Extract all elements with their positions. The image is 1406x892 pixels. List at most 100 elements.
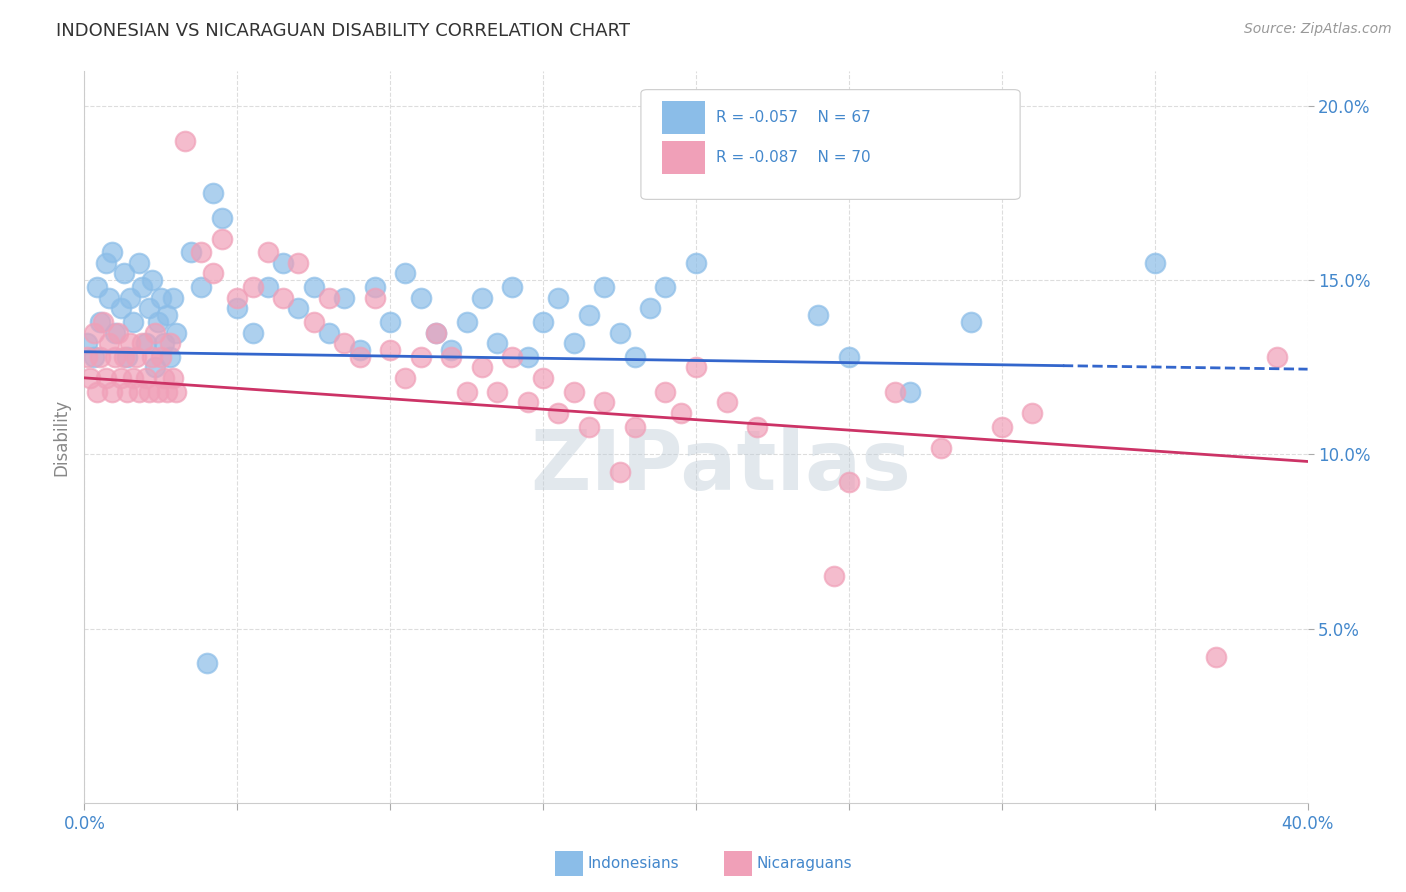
Point bbox=[271, 291, 294, 305]
Point bbox=[135, 371, 157, 385]
Point bbox=[562, 384, 585, 399]
Point bbox=[440, 350, 463, 364]
Point bbox=[138, 301, 160, 316]
Point bbox=[456, 384, 478, 399]
Text: Nicaraguans: Nicaraguans bbox=[756, 856, 852, 871]
Point bbox=[593, 280, 616, 294]
Point bbox=[104, 326, 127, 340]
Point bbox=[685, 256, 707, 270]
Point bbox=[486, 384, 509, 399]
Point bbox=[226, 291, 249, 305]
Y-axis label: Disability: Disability bbox=[52, 399, 70, 475]
Point bbox=[131, 280, 153, 294]
Point bbox=[349, 343, 371, 357]
Point bbox=[578, 308, 600, 322]
Text: R = -0.087    N = 70: R = -0.087 N = 70 bbox=[716, 150, 870, 165]
Point bbox=[425, 326, 447, 340]
Point bbox=[883, 384, 905, 399]
Point bbox=[159, 336, 181, 351]
Point bbox=[1265, 350, 1288, 364]
Point bbox=[195, 657, 218, 671]
Point bbox=[380, 343, 402, 357]
Point bbox=[125, 350, 148, 364]
Point bbox=[131, 336, 153, 351]
Point bbox=[128, 384, 150, 399]
Point bbox=[97, 336, 120, 351]
Point bbox=[409, 291, 432, 305]
Point bbox=[190, 245, 212, 260]
Point bbox=[380, 315, 402, 329]
Point bbox=[823, 569, 845, 583]
Point bbox=[149, 291, 172, 305]
Point bbox=[122, 315, 145, 329]
Point bbox=[162, 291, 184, 305]
Point bbox=[76, 350, 98, 364]
Point bbox=[898, 384, 921, 399]
Point bbox=[394, 371, 416, 385]
Point bbox=[94, 256, 117, 270]
Point bbox=[201, 266, 224, 280]
Point bbox=[120, 336, 142, 351]
Point bbox=[440, 343, 463, 357]
Point bbox=[302, 280, 325, 294]
Bar bbox=[662, 141, 704, 174]
Point bbox=[83, 326, 105, 340]
Point bbox=[180, 245, 202, 260]
Point bbox=[138, 384, 160, 399]
Point bbox=[156, 384, 179, 399]
Point bbox=[97, 291, 120, 305]
Bar bbox=[662, 101, 704, 134]
Point bbox=[115, 384, 138, 399]
Point bbox=[349, 350, 371, 364]
Point bbox=[149, 350, 172, 364]
Point bbox=[91, 315, 114, 329]
Point bbox=[89, 315, 111, 329]
Point bbox=[547, 291, 569, 305]
Point bbox=[318, 326, 340, 340]
Point bbox=[333, 291, 356, 305]
Point bbox=[638, 301, 661, 316]
Point bbox=[141, 350, 163, 364]
Point bbox=[122, 371, 145, 385]
Point bbox=[302, 315, 325, 329]
Point bbox=[456, 315, 478, 329]
Point bbox=[471, 360, 494, 375]
Point bbox=[1021, 406, 1043, 420]
Point bbox=[242, 326, 264, 340]
Point bbox=[146, 315, 169, 329]
Text: INDONESIAN VS NICARAGUAN DISABILITY CORRELATION CHART: INDONESIAN VS NICARAGUAN DISABILITY CORR… bbox=[56, 22, 630, 40]
Point bbox=[287, 256, 309, 270]
Point bbox=[257, 245, 280, 260]
Point bbox=[364, 291, 387, 305]
Point bbox=[516, 395, 538, 409]
Point bbox=[409, 350, 432, 364]
Point bbox=[287, 301, 309, 316]
Point bbox=[929, 441, 952, 455]
FancyBboxPatch shape bbox=[641, 90, 1021, 200]
Point bbox=[101, 245, 124, 260]
Point bbox=[960, 315, 983, 329]
Point bbox=[120, 291, 142, 305]
Point bbox=[128, 256, 150, 270]
Text: Source: ZipAtlas.com: Source: ZipAtlas.com bbox=[1244, 22, 1392, 37]
Point bbox=[747, 176, 769, 190]
Point bbox=[89, 350, 111, 364]
Point bbox=[165, 326, 187, 340]
Text: Indonesians: Indonesians bbox=[588, 856, 679, 871]
Point bbox=[135, 336, 157, 351]
Point bbox=[609, 326, 631, 340]
Point bbox=[112, 350, 135, 364]
Point bbox=[1143, 256, 1166, 270]
Point bbox=[593, 395, 616, 409]
Point bbox=[669, 406, 692, 420]
Point bbox=[83, 350, 105, 364]
Point bbox=[685, 360, 707, 375]
Point bbox=[531, 371, 554, 385]
Point bbox=[502, 350, 524, 364]
Point bbox=[226, 301, 249, 316]
Point bbox=[516, 350, 538, 364]
Point bbox=[190, 280, 212, 294]
Point bbox=[156, 308, 179, 322]
Point bbox=[578, 419, 600, 434]
Point bbox=[174, 134, 197, 148]
